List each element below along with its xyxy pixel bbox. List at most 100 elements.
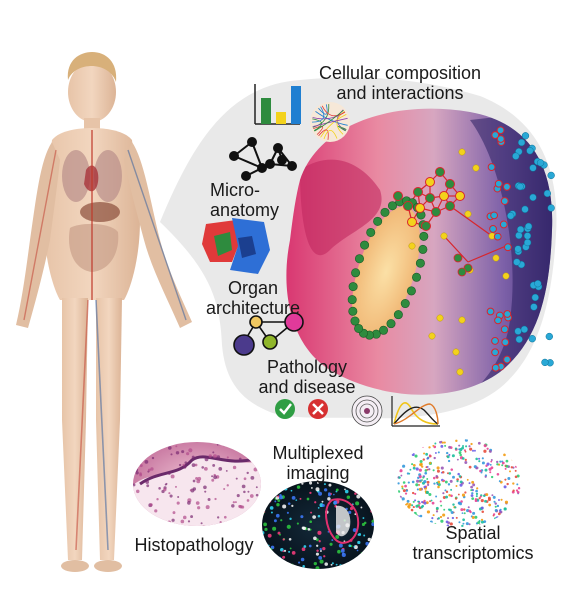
nucleus-node: [347, 295, 357, 305]
cluster-node: [407, 217, 417, 227]
cell-node: [529, 164, 537, 172]
cell-node: [528, 335, 536, 343]
cell-node: [547, 204, 555, 212]
cluster-node: [425, 177, 435, 187]
label-cellular-composition: Cellular composition and interactions: [318, 63, 482, 103]
nucleus-node: [386, 319, 396, 329]
cell-node: [486, 307, 495, 316]
cell-node: [503, 355, 511, 364]
histopathology-image: [133, 442, 261, 526]
label-spatial-transcriptomics: Spatial transcriptomics: [412, 523, 534, 563]
cell-node: [440, 232, 448, 240]
cluster-node: [453, 253, 463, 263]
cell-node: [531, 293, 539, 302]
cell-node: [489, 225, 497, 233]
nucleus-node: [351, 268, 361, 278]
cell-node: [503, 310, 512, 318]
nucleus-node: [379, 325, 389, 335]
cell-node: [516, 225, 525, 234]
pathology-graph-icon: [233, 312, 304, 356]
cell-node: [517, 138, 526, 147]
check-icon: [275, 399, 295, 419]
cell-node: [543, 189, 552, 198]
cluster-node: [463, 263, 473, 273]
cell-node: [458, 316, 466, 324]
cluster-node: [431, 207, 441, 217]
nucleus-node: [418, 244, 428, 254]
cell-node: [428, 332, 436, 340]
cell-node: [490, 211, 499, 220]
cluster-node: [421, 221, 431, 231]
cell-node: [500, 325, 509, 334]
cell-node: [541, 358, 549, 367]
cell-node: [512, 152, 520, 160]
cell-node: [502, 182, 511, 191]
label-organ-architecture: Organ architecture: [205, 278, 301, 318]
cell-node: [494, 316, 502, 325]
cell-network-icon: [229, 137, 297, 181]
cluster-node: [425, 193, 435, 203]
cell-node: [496, 126, 505, 135]
cell-node: [502, 272, 510, 280]
cell-node: [534, 280, 542, 288]
cell-node: [529, 193, 537, 202]
cell-node: [514, 327, 522, 335]
cell-node: [521, 205, 529, 213]
tissue-spiral-icon: [351, 395, 383, 427]
density-curves-icon: [391, 396, 440, 427]
cell-node: [491, 348, 499, 357]
human-body-illustration: [16, 52, 192, 572]
nucleus-node: [393, 310, 403, 320]
cell-node: [524, 222, 533, 231]
cell-node: [491, 131, 500, 139]
label-histopathology: Histopathology: [134, 535, 254, 555]
cell-node: [507, 212, 515, 220]
cell-node: [458, 148, 466, 156]
cluster-node: [455, 191, 465, 201]
cell-node: [513, 258, 521, 266]
cross-icon: [308, 399, 328, 419]
nucleus-node: [387, 201, 397, 211]
cell-node: [436, 314, 444, 322]
nucleus-node: [400, 299, 410, 309]
cell-node: [516, 182, 524, 191]
cluster-node: [439, 191, 449, 201]
cell-node: [452, 348, 460, 356]
cell-node: [464, 210, 472, 218]
label-pathology-disease: Pathology and disease: [258, 357, 356, 397]
nucleus-node: [412, 272, 422, 282]
cell-node: [487, 163, 496, 171]
nucleus-node: [350, 316, 360, 326]
cell-node: [523, 232, 532, 240]
cell-node: [503, 243, 512, 252]
cell-node: [500, 197, 509, 205]
cell-node: [472, 164, 480, 172]
cell-node: [530, 303, 538, 311]
nucleus-node: [354, 254, 364, 264]
cell-node: [501, 338, 510, 347]
cell-node: [499, 220, 508, 229]
cell-node: [491, 337, 499, 345]
nucleus-node: [366, 227, 376, 237]
cell-node: [491, 363, 500, 372]
cell-node: [493, 232, 502, 241]
cell-node: [547, 171, 555, 180]
cell-node: [515, 335, 523, 344]
label-microanatomy: Micro-anatomy: [210, 180, 280, 220]
cluster-node: [415, 203, 425, 213]
cluster-node: [393, 191, 403, 201]
nucleus-node: [354, 323, 364, 333]
label-multiplexed-imaging: Multiplexed imaging: [272, 443, 364, 483]
cluster-node: [445, 201, 455, 211]
cell-node: [521, 132, 530, 140]
nucleus-node: [348, 306, 358, 316]
organ-map-icon: [202, 218, 270, 274]
cell-node: [456, 368, 464, 376]
cell-node: [514, 245, 522, 253]
cluster-node: [435, 167, 445, 177]
cluster-node: [445, 179, 455, 189]
cell-node: [545, 332, 553, 341]
cluster-node: [403, 201, 413, 211]
cluster-node: [413, 187, 423, 197]
